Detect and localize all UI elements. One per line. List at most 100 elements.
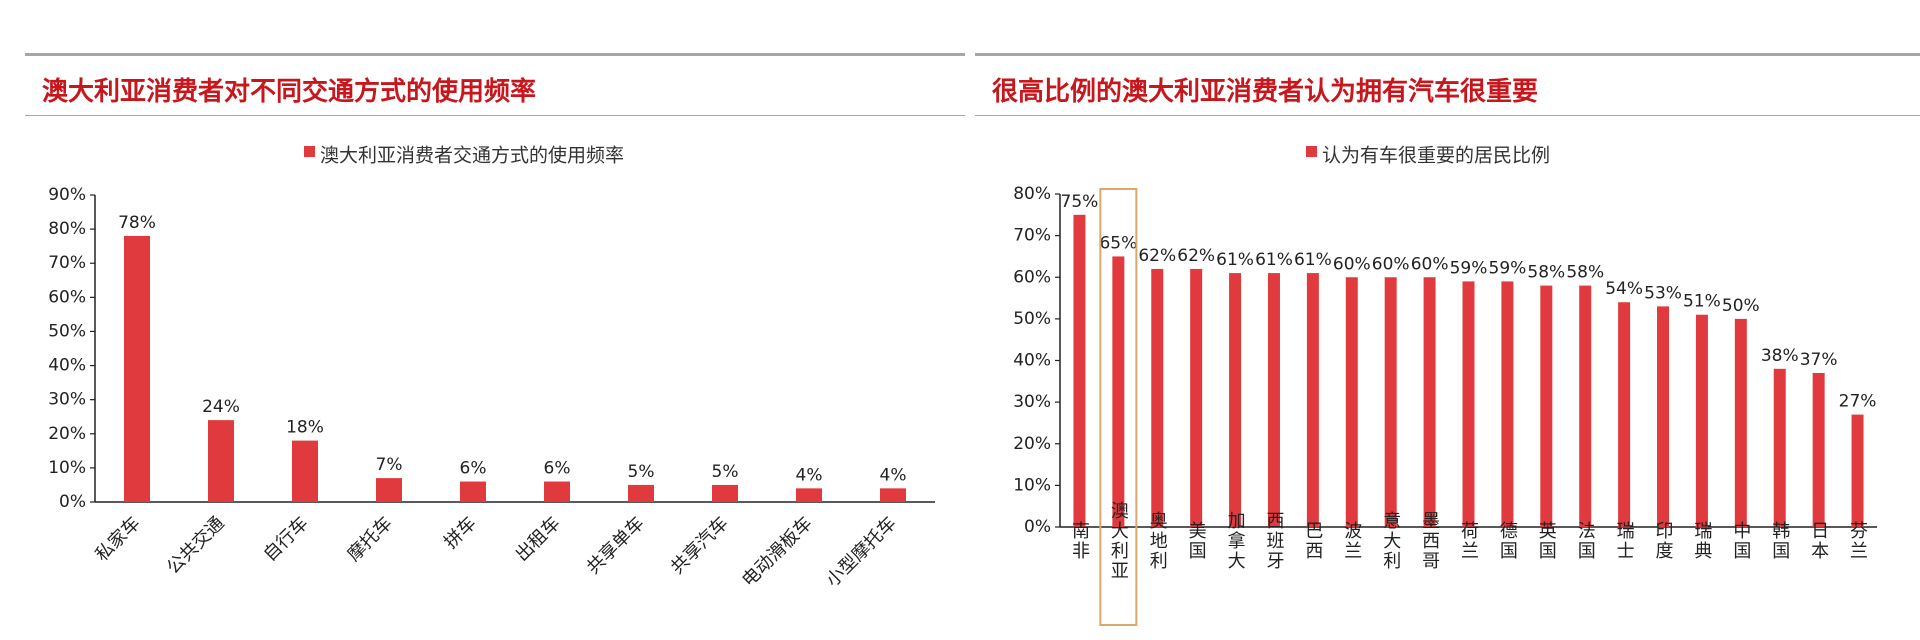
highlight-box [1099,188,1138,626]
data-label: 60% [1372,254,1410,274]
left-panel: 澳大利亚消费者对不同交通方式的使用频率 澳大利亚消费者交通方式的使用频率 0% 10… [25,53,965,591]
category-label: 澳大利亚 [1108,501,1129,581]
data-label: 50% [1722,296,1760,316]
bar [628,484,654,502]
y-tick-label: 70% [48,253,86,273]
category-label: 中国 [1730,521,1751,561]
category-label: 电动滑板车 [738,513,816,591]
category-label: 波兰 [1341,521,1362,561]
category-label: 意大利 [1380,511,1401,571]
bar [1579,285,1592,527]
data-label: 75% [1061,192,1099,212]
bar [1073,214,1086,527]
data-label: 54% [1605,279,1643,299]
data-label: 38% [1761,346,1799,366]
category-label: 韩国 [1769,521,1790,561]
bar [1423,277,1436,527]
right-panel-title: 很高比例的澳大利亚消费者认为拥有汽车很重要 [992,77,1539,107]
bar [1618,302,1631,527]
category-label: 瑞典 [1691,521,1712,561]
category-label: 摩托车 [344,513,397,566]
category-label: 西班牙 [1263,511,1284,571]
data-label: 62% [1138,246,1176,266]
y-tick-label: 60% [1013,267,1051,287]
y-tick-label: 40% [1013,351,1051,371]
bar [1657,306,1670,527]
data-label: 37% [1800,350,1838,370]
bar [1384,277,1397,527]
bar [1851,414,1864,527]
bar [712,484,738,502]
category-label: 共享单车 [583,513,649,579]
bar [1151,268,1164,527]
data-label: 61% [1216,250,1254,270]
bar [1812,372,1825,527]
y-tick-label: 60% [48,287,86,307]
y-tick-label: 30% [1013,392,1051,412]
category-label: 自行车 [260,513,313,566]
y-tick-label: 50% [48,321,86,341]
category-label: 私家车 [92,513,145,566]
data-label: 60% [1333,254,1371,274]
data-label: 58% [1566,263,1604,283]
y-tick-label: 10% [1013,475,1051,495]
category-label: 印度 [1653,521,1674,561]
category-label: 德国 [1497,521,1518,561]
category-label: 奥地利 [1147,511,1168,571]
y-tick-label: 0% [1024,517,1051,537]
data-label: 62% [1177,246,1215,266]
bar [1501,281,1514,527]
car-importance-chart: 认为有车很重要的居民比例 0% 10% 20% 30% 40% 50% 60% 70% 80% 75… [1013,145,1877,626]
category-label: 瑞士 [1614,521,1635,561]
bar [1267,273,1280,527]
data-label: 6% [544,459,571,479]
bar [1306,273,1319,527]
bar [1695,314,1708,527]
category-label: 小型摩托车 [822,513,900,591]
bar [124,235,150,502]
data-label: 53% [1644,283,1682,303]
bar [880,488,906,502]
data-label: 59% [1450,258,1488,278]
bar [1229,273,1242,527]
bar [376,478,402,502]
y-tick-label: 70% [1013,226,1051,246]
y-tick-label: 90% [48,185,86,205]
data-label: 18% [286,418,324,438]
right-panel: 很高比例的澳大利亚消费者认为拥有汽车很重要 认为有车很重要的居民比例 0% 10% 2… [975,0,1920,640]
y-tick-label: 80% [1013,184,1051,204]
y-tick-label: 30% [48,390,86,410]
y-tick-label: 80% [48,219,86,239]
left-panel-title: 澳大利亚消费者对不同交通方式的使用频率 [42,77,537,107]
y-tick-label: 10% [48,458,86,478]
bar [796,488,822,502]
data-label: 78% [118,213,156,233]
data-label: 7% [376,455,403,475]
bar [1540,285,1553,527]
data-label: 51% [1683,292,1721,312]
data-label: 58% [1527,263,1565,283]
data-label: 60% [1411,254,1449,274]
y-tick-label: 20% [1013,434,1051,454]
data-label: 65% [1099,233,1137,253]
data-label: 5% [712,462,739,482]
data-label: 24% [202,397,240,417]
bar [1773,368,1786,527]
data-label: 4% [880,465,907,485]
title-divider [25,115,965,116]
legend-label: 澳大利亚消费者交通方式的使用频率 [320,145,624,167]
category-label: 共享汽车 [667,513,733,579]
category-label: 公共交通 [163,513,229,579]
category-label: 芬兰 [1847,521,1868,561]
category-label: 南非 [1069,521,1090,561]
category-label: 加拿大 [1225,511,1246,571]
y-tick-label: 50% [1013,309,1051,329]
data-label: 4% [796,465,823,485]
y-tick-label: 0% [59,492,86,512]
bar [1734,318,1747,527]
y-tick-label: 40% [48,356,86,376]
bar [544,481,570,502]
bar [1190,268,1203,527]
category-label: 荷兰 [1458,521,1479,561]
category-label: 法国 [1575,521,1596,561]
